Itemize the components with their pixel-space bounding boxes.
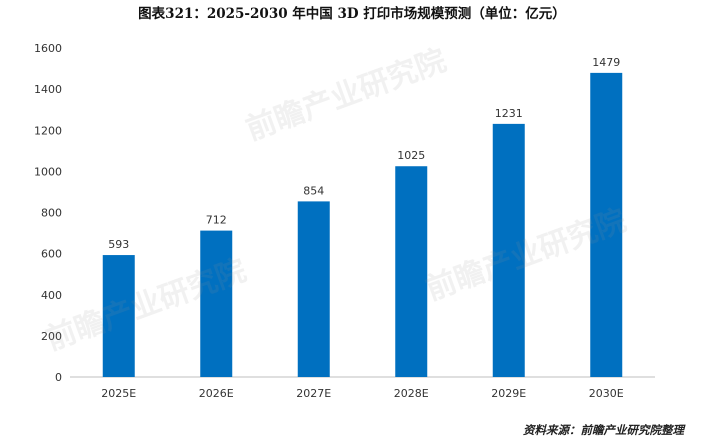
y-tick-label: 600 [41,248,62,261]
data-label: 1231 [495,107,523,120]
y-tick-label: 200 [41,330,62,343]
y-tick-label: 1200 [34,124,62,137]
y-tick-label: 1000 [34,165,62,178]
bar [590,72,623,378]
data-label: 1479 [592,56,620,69]
data-label: 854 [303,184,324,197]
data-label: 712 [206,214,227,227]
bar [395,166,428,377]
y-tick-label: 0 [55,371,62,384]
data-label: 593 [108,238,129,251]
y-tick-label: 800 [41,207,62,220]
y-tick-label: 1600 [34,42,62,55]
bar [102,255,135,377]
x-tick-label: 2025E [101,387,136,400]
bar [200,230,233,377]
x-tick-label: 2027E [296,387,331,400]
bar [492,123,525,377]
x-tick-label: 2029E [491,387,526,400]
y-tick-label: 1400 [34,83,62,96]
x-tick-label: 2030E [589,387,624,400]
bar [297,201,330,377]
source-note: 资料来源：前瞻产业研究院整理 [523,423,684,437]
chart-title: 图表321：2025-2030 年中国 3D 打印市场规模预测（单位：亿元） [138,6,566,22]
x-tick-label: 2028E [394,387,429,400]
x-tick-label: 2026E [199,387,234,400]
y-tick-label: 400 [41,289,62,302]
data-label: 1025 [397,149,425,162]
